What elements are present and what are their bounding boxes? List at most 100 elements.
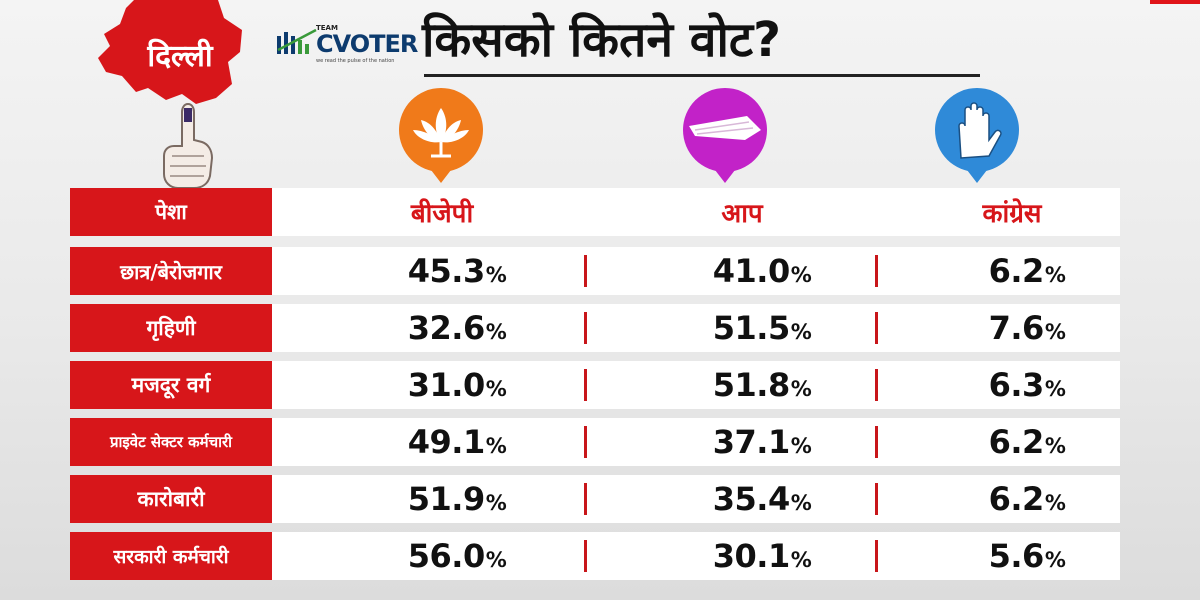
delhi-map-icon xyxy=(98,0,242,104)
value-aap: 35.4% xyxy=(657,475,867,523)
voting-finger-icon xyxy=(163,102,214,188)
region-label: दिल्ली xyxy=(147,39,213,74)
column-separator xyxy=(584,540,587,572)
value-number: 6.2 xyxy=(988,252,1045,290)
value-bjp: 45.3% xyxy=(352,247,562,295)
value-unit: % xyxy=(485,548,507,572)
congress-hand-icon xyxy=(935,88,1019,183)
value-bjp: 51.9% xyxy=(352,475,562,523)
value-number: 35.4 xyxy=(712,480,790,518)
row-label: कारोबारी xyxy=(70,475,272,523)
column-separator xyxy=(875,369,878,401)
table-row: गृहिणी 32.6% 51.5% 7.6% xyxy=(70,304,1120,352)
value-congress: 6.2% xyxy=(927,418,1127,466)
value-aap: 41.0% xyxy=(657,247,867,295)
column-separator xyxy=(584,255,587,287)
bjp-lotus-icon xyxy=(399,88,483,183)
column-separator xyxy=(875,483,878,515)
value-unit: % xyxy=(1044,491,1066,515)
value-congress: 6.2% xyxy=(927,475,1127,523)
table-row: मजदूर वर्ग 31.0% 51.8% 6.3% xyxy=(70,361,1120,409)
column-separator xyxy=(584,426,587,458)
value-number: 51.9 xyxy=(407,480,485,518)
table-header-row: पेशा बीजेपी आप कांग्रेस xyxy=(70,188,1120,236)
cvoter-logo: TEAM CVOTER we read the pulse of the nat… xyxy=(276,22,418,66)
value-unit: % xyxy=(790,548,812,572)
value-aap: 51.5% xyxy=(657,304,867,352)
row-cells: 45.3% 41.0% 6.2% xyxy=(272,247,1120,295)
column-separator xyxy=(584,369,587,401)
aap-broom-icon xyxy=(683,88,767,183)
value-congress: 5.6% xyxy=(927,532,1127,580)
value-unit: % xyxy=(1044,320,1066,344)
value-number: 49.1 xyxy=(407,423,485,461)
row-cells: 32.6% 51.5% 7.6% xyxy=(272,304,1120,352)
value-number: 6.2 xyxy=(988,480,1045,518)
table-row: छात्र/बेरोजगार 45.3% 41.0% 6.2% xyxy=(70,247,1120,295)
value-number: 5.6 xyxy=(988,537,1045,575)
value-unit: % xyxy=(790,320,812,344)
value-number: 6.3 xyxy=(988,366,1045,404)
value-unit: % xyxy=(790,263,812,287)
logo-team-text: TEAM xyxy=(316,24,338,32)
row-label: छात्र/बेरोजगार xyxy=(70,247,272,295)
row-cells: 51.9% 35.4% 6.2% xyxy=(272,475,1120,523)
value-bjp: 49.1% xyxy=(352,418,562,466)
value-number: 45.3 xyxy=(407,252,485,290)
value-unit: % xyxy=(790,491,812,515)
header-label: पेशा xyxy=(70,188,272,236)
column-header-aap: आप xyxy=(721,199,763,229)
logo-name-text: CVOTER xyxy=(316,30,418,58)
value-number: 37.1 xyxy=(712,423,790,461)
value-unit: % xyxy=(485,263,507,287)
header-cells: बीजेपी आप कांग्रेस xyxy=(272,188,1120,236)
cvoter-mark-icon xyxy=(277,28,317,54)
table-row: प्राइवेट सेक्टर कर्मचारी 49.1% 37.1% 6.2… xyxy=(70,418,1120,466)
page-title: किसको कितने वोट? xyxy=(422,12,781,68)
value-number: 32.6 xyxy=(407,309,485,347)
value-number: 31.0 xyxy=(407,366,485,404)
row-label: मजदूर वर्ग xyxy=(70,361,272,409)
column-header-bjp: बीजेपी xyxy=(410,199,474,229)
logo-tagline: we read the pulse of the nation xyxy=(316,58,395,64)
value-bjp: 31.0% xyxy=(352,361,562,409)
value-unit: % xyxy=(790,434,812,458)
value-number: 6.2 xyxy=(988,423,1045,461)
value-unit: % xyxy=(1044,263,1066,287)
value-unit: % xyxy=(790,377,812,401)
value-bjp: 56.0% xyxy=(352,532,562,580)
value-congress: 6.3% xyxy=(927,361,1127,409)
row-cells: 31.0% 51.8% 6.3% xyxy=(272,361,1120,409)
value-unit: % xyxy=(485,491,507,515)
value-number: 51.5 xyxy=(712,309,790,347)
column-separator xyxy=(584,483,587,515)
value-bjp: 32.6% xyxy=(352,304,562,352)
value-unit: % xyxy=(1044,434,1066,458)
value-unit: % xyxy=(485,377,507,401)
value-unit: % xyxy=(1044,548,1066,572)
column-separator xyxy=(875,540,878,572)
row-cells: 56.0% 30.1% 5.6% xyxy=(272,532,1120,580)
value-congress: 7.6% xyxy=(927,304,1127,352)
column-separator xyxy=(875,312,878,344)
value-unit: % xyxy=(1044,377,1066,401)
row-label: गृहिणी xyxy=(70,304,272,352)
top-accent-bar xyxy=(1150,0,1200,4)
value-number: 7.6 xyxy=(988,309,1045,347)
value-unit: % xyxy=(485,320,507,344)
column-separator xyxy=(875,426,878,458)
value-number: 30.1 xyxy=(712,537,790,575)
value-aap: 37.1% xyxy=(657,418,867,466)
row-label: प्राइवेट सेक्टर कर्मचारी xyxy=(70,418,272,466)
title-underline xyxy=(424,74,980,77)
value-aap: 30.1% xyxy=(657,532,867,580)
row-label: सरकारी कर्मचारी xyxy=(70,532,272,580)
value-unit: % xyxy=(485,434,507,458)
value-number: 41.0 xyxy=(712,252,790,290)
value-number: 51.8 xyxy=(712,366,790,404)
value-number: 56.0 xyxy=(407,537,485,575)
value-congress: 6.2% xyxy=(927,247,1127,295)
row-cells: 49.1% 37.1% 6.2% xyxy=(272,418,1120,466)
column-separator xyxy=(584,312,587,344)
